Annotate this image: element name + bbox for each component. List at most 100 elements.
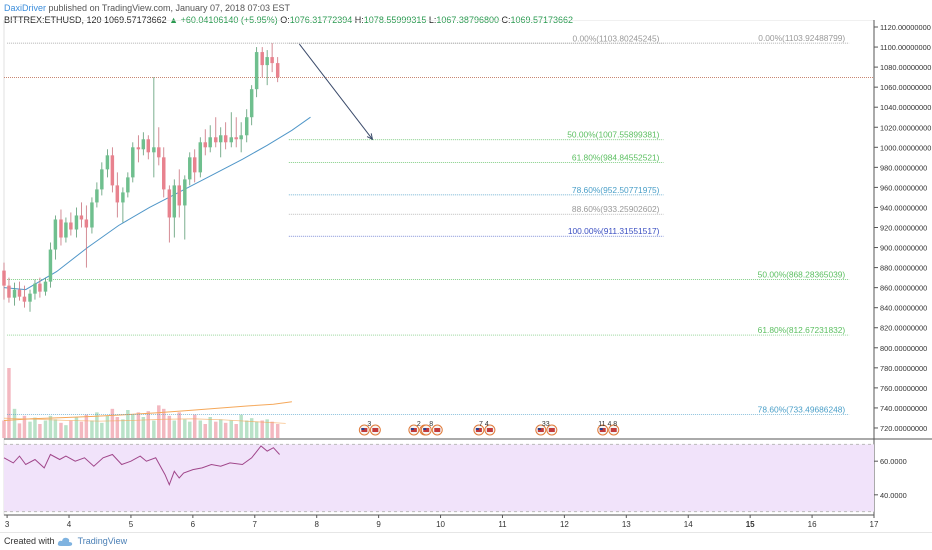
- volume-bar: [33, 417, 37, 438]
- fib-level-label: 61.80%(812.67231832): [758, 325, 846, 335]
- volume-bar: [254, 421, 259, 438]
- candle-body: [74, 215, 79, 230]
- volume-bar: [157, 405, 161, 438]
- price-tick-label: 840.00000000: [880, 304, 927, 313]
- tradingview-brand[interactable]: TradingView: [77, 536, 128, 546]
- candle-body: [141, 139, 146, 150]
- candle-body: [183, 179, 187, 206]
- author-link[interactable]: DaxiDriver: [4, 3, 47, 13]
- volume-bar: [95, 412, 99, 438]
- candle-body: [59, 219, 63, 238]
- fib-level-label: 100.00%(911.31551517): [568, 226, 660, 236]
- candle-body: [260, 52, 264, 66]
- us-flag-canton: [475, 428, 479, 430]
- fib-level-label: 78.60%(733.49686248): [758, 404, 846, 414]
- volume-bar: [2, 420, 6, 438]
- volume-bar: [136, 412, 141, 438]
- price-tick-label: 820.00000000: [880, 324, 927, 333]
- time-tick-label: 14: [684, 520, 693, 529]
- volume-bar: [105, 415, 110, 438]
- fib-level-label: 88.60%(933.25902602): [572, 204, 660, 214]
- candle-body: [105, 155, 110, 170]
- candle-body: [218, 135, 223, 143]
- event-flag-icon[interactable]: 3: [358, 421, 381, 436]
- price-tick-label: 780.00000000: [880, 364, 927, 373]
- us-flag-shape: [372, 428, 379, 432]
- event-count-label: 3: [367, 421, 371, 428]
- volume-bar: [172, 420, 177, 438]
- volume-bar: [7, 368, 11, 438]
- time-tick-label: 17: [870, 520, 879, 529]
- price-tick-label: 960.00000000: [880, 183, 927, 192]
- time-tick-label: 12: [560, 520, 569, 529]
- candle-body: [157, 147, 161, 158]
- price-tick-label: 1120.00000000: [880, 23, 931, 32]
- published-text: published on TradingView.com, January 07…: [48, 3, 291, 13]
- fib-level-label: 0.00%(1103.92488799): [758, 33, 845, 43]
- candle-body: [249, 89, 254, 118]
- event-count-label: 8: [429, 421, 433, 428]
- rsi-tick-label: 40.0000: [880, 491, 907, 500]
- volume-bar: [146, 411, 151, 438]
- candle-body: [177, 185, 181, 206]
- time-tick-label: 16: [808, 520, 817, 529]
- volume-bar: [100, 422, 104, 438]
- candle-body: [239, 135, 243, 140]
- candle-body: [234, 137, 238, 140]
- volume-bar: [152, 420, 156, 438]
- event-flag-icon[interactable]: 33: [535, 421, 558, 436]
- price-chart[interactable]: 1120.00000000 1100.00000000 1080.00000000 1…: [0, 20, 932, 532]
- candle-body: [69, 222, 73, 230]
- us-flag-shape: [434, 428, 441, 432]
- candle-body: [167, 189, 172, 218]
- candle-body: [192, 157, 197, 173]
- candle-body: [22, 296, 27, 302]
- candle-body: [2, 270, 6, 286]
- event-flag-icon[interactable]: 7 4: [473, 421, 496, 436]
- price-tick-label: 740.00000000: [880, 404, 927, 413]
- candle-body: [214, 137, 218, 143]
- volume-ma-line: [3, 401, 292, 421]
- price-tick-label: 980.00000000: [880, 163, 927, 172]
- candle-body: [84, 219, 89, 228]
- volume-bar: [234, 424, 238, 438]
- event-count-label: 11 4 8: [598, 421, 617, 428]
- time-tick-label: 10: [436, 520, 445, 529]
- us-flag-shape: [610, 428, 617, 432]
- candle-body: [79, 215, 84, 220]
- price-tick-label: 880.00000000: [880, 264, 927, 273]
- volume-bar: [43, 420, 48, 438]
- candle-body: [270, 57, 274, 64]
- volume-bar: [188, 421, 192, 438]
- event-flag-icon[interactable]: 8: [420, 421, 443, 436]
- time-tick-label: 5: [129, 520, 134, 529]
- plot-frame: [3, 20, 875, 516]
- price-tick-label: 720.00000000: [880, 424, 927, 433]
- candle-body: [229, 137, 233, 143]
- volume-bar: [74, 417, 79, 438]
- volume-bar: [59, 422, 63, 438]
- candle-body: [17, 289, 22, 297]
- price-tick-label: 1040.00000000: [880, 103, 931, 112]
- volume-bar: [69, 420, 73, 438]
- candle-body: [208, 137, 212, 148]
- volume-bar: [131, 414, 135, 438]
- time-tick-label: 7: [253, 520, 258, 529]
- price-tick-label: 940.00000000: [880, 203, 927, 212]
- created-with-text: Created with: [4, 536, 55, 546]
- us-flag-canton: [361, 428, 365, 430]
- candle-body: [254, 52, 259, 90]
- volume-bar: [121, 419, 125, 438]
- candle-body: [223, 135, 228, 143]
- price-tick-label: 900.00000000: [880, 244, 927, 253]
- volume-bar: [244, 420, 249, 438]
- time-tick-label: 4: [67, 520, 72, 529]
- us-flag-canton: [537, 428, 541, 430]
- volume-bar: [17, 423, 22, 438]
- event-flag-icon[interactable]: 11 4 8: [597, 421, 620, 436]
- candle-body: [136, 147, 141, 150]
- price-tick-label: 860.00000000: [880, 284, 927, 293]
- volume-bar: [167, 415, 172, 438]
- candle-body: [115, 185, 120, 203]
- candle-body: [126, 177, 130, 193]
